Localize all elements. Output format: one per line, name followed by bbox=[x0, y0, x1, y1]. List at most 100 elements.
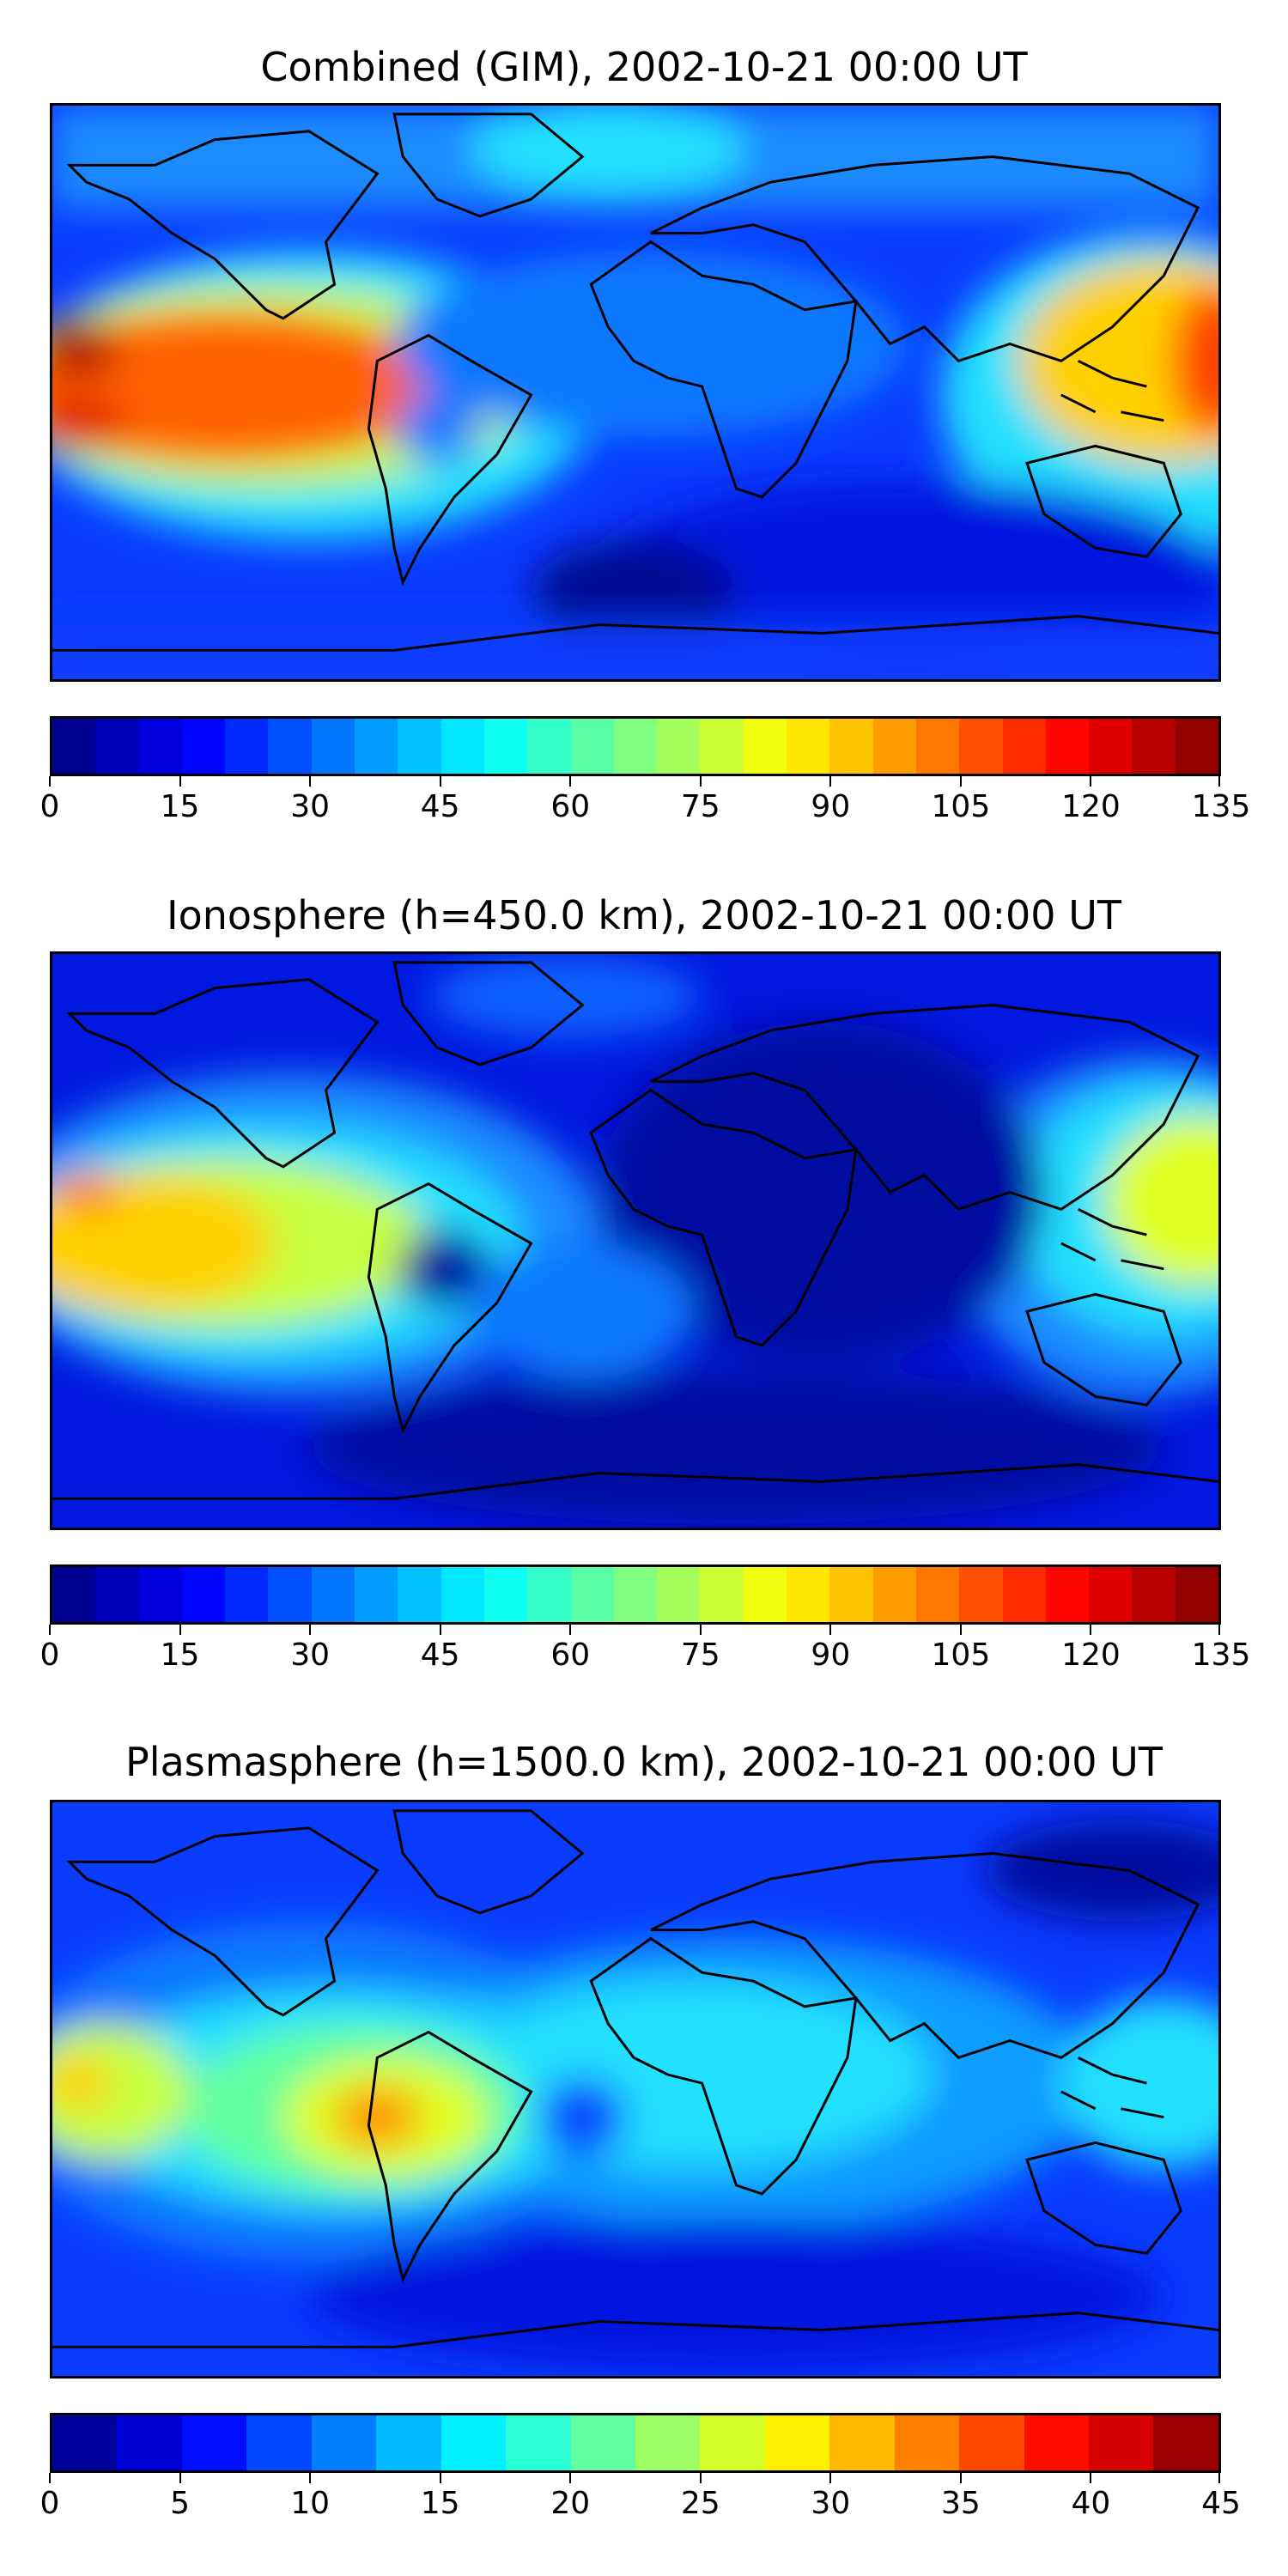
panel-1-colorbar-ticks: 0 15 30 45 60 75 90 105 120 135 bbox=[40, 776, 1250, 828]
colorbar-segment bbox=[398, 1567, 441, 1622]
colorbar-tick-mark bbox=[1090, 776, 1092, 787]
colorbar-segment bbox=[440, 2415, 507, 2470]
colorbar-segment bbox=[440, 719, 484, 774]
colorbar-tick-mark bbox=[439, 776, 441, 787]
colorbar-segment bbox=[570, 1567, 614, 1622]
colorbar-tick-mark bbox=[569, 1625, 572, 1635]
colorbar-tick-label: 10 bbox=[290, 2486, 331, 2521]
colorbar-segment bbox=[570, 2415, 635, 2470]
colorbar-tick-label: 90 bbox=[811, 789, 851, 824]
colorbar-segment bbox=[1045, 1567, 1090, 1622]
colorbar-tick-label: 15 bbox=[160, 1637, 200, 1673]
colorbar-segment bbox=[483, 1567, 528, 1622]
colorbar-tick-mark bbox=[179, 2473, 181, 2483]
colorbar-segment bbox=[915, 1567, 960, 1622]
colorbar-segment bbox=[181, 719, 226, 774]
colorbar-tick-mark bbox=[439, 2473, 441, 2483]
colorbar-segment bbox=[225, 1567, 269, 1622]
colorbar-segment bbox=[398, 719, 441, 774]
colorbar-tick-mark bbox=[959, 1625, 962, 1635]
colorbar-segment bbox=[1175, 1567, 1219, 1622]
colorbar-tick-label: 20 bbox=[550, 2486, 591, 2521]
colorbar-segment bbox=[1089, 719, 1133, 774]
colorbar-segment bbox=[181, 1567, 226, 1622]
colorbar-segment bbox=[311, 1567, 355, 1622]
colorbar-segment bbox=[117, 2415, 182, 2470]
colorbar-segment bbox=[700, 719, 744, 774]
colorbar-segment bbox=[246, 2415, 312, 2470]
colorbar-segment bbox=[613, 719, 658, 774]
colorbar-tick-label: 90 bbox=[811, 1637, 851, 1673]
colorbar-tick-mark bbox=[179, 776, 181, 787]
colorbar-segment bbox=[1089, 1567, 1133, 1622]
colorbar-segment bbox=[483, 719, 528, 774]
colorbar-segment bbox=[959, 1567, 1003, 1622]
colorbar-tick-mark bbox=[309, 2473, 312, 2483]
colorbar-segment bbox=[1132, 719, 1176, 774]
colorbar-segment bbox=[440, 1567, 484, 1622]
colorbar-segment bbox=[52, 719, 96, 774]
colorbar-tick-mark bbox=[959, 776, 962, 787]
colorbar-segment bbox=[635, 2415, 701, 2470]
panel-1-colorbar bbox=[50, 716, 1221, 776]
panel-2-map bbox=[50, 951, 1221, 1530]
colorbar-tick-label: 135 bbox=[1191, 789, 1251, 824]
colorbar-tick-label: 35 bbox=[940, 2486, 981, 2521]
colorbar-tick-mark bbox=[1090, 1625, 1092, 1635]
panel-2-map-graphic bbox=[52, 954, 1218, 1528]
colorbar-tick-label: 45 bbox=[1201, 2486, 1241, 2521]
colorbar-segment bbox=[138, 719, 182, 774]
panel-1-coastlines bbox=[52, 112, 1218, 652]
colorbar-segment bbox=[657, 719, 701, 774]
colorbar-tick-label: 75 bbox=[680, 1637, 720, 1673]
colorbar-tick-label: 15 bbox=[160, 789, 200, 824]
colorbar-tick-label: 120 bbox=[1061, 1637, 1121, 1673]
colorbar-tick-mark bbox=[309, 776, 312, 787]
colorbar-tick-mark bbox=[309, 1625, 312, 1635]
colorbar-tick-label: 105 bbox=[931, 789, 991, 824]
colorbar-segment bbox=[959, 2415, 1024, 2470]
colorbar-segment bbox=[872, 1567, 916, 1622]
colorbar-tick-label: 0 bbox=[39, 2486, 60, 2521]
colorbar-segment bbox=[376, 2415, 441, 2470]
colorbar-tick-label: 30 bbox=[811, 2486, 851, 2521]
colorbar-segment bbox=[506, 2415, 571, 2470]
colorbar-tick-mark bbox=[699, 1625, 702, 1635]
colorbar-segment bbox=[52, 1567, 96, 1622]
panel-1-title: Combined (GIM), 2002-10-21 00:00 UT bbox=[260, 44, 1028, 90]
colorbar-tick-mark bbox=[569, 776, 572, 787]
panel-3-colorbar-ticks: 0 5 10 15 20 25 30 35 40 45 bbox=[40, 2473, 1241, 2524]
colorbar-segment bbox=[268, 1567, 312, 1622]
colorbar-segment bbox=[959, 719, 1003, 774]
colorbar-tick-label: 0 bbox=[39, 789, 60, 824]
colorbar-segment bbox=[311, 719, 355, 774]
colorbar-tick-label: 25 bbox=[680, 2486, 720, 2521]
colorbar-tick-label: 105 bbox=[931, 1637, 991, 1673]
colorbar-segment bbox=[872, 719, 916, 774]
colorbar-segment bbox=[1024, 2415, 1089, 2470]
colorbar-tick-mark bbox=[829, 1625, 832, 1635]
colorbar-segment bbox=[181, 2415, 247, 2470]
colorbar-tick-label: 75 bbox=[680, 789, 720, 824]
panel-3-coastlines bbox=[52, 1809, 1218, 2348]
panel-1-map-graphic bbox=[52, 106, 1218, 679]
colorbar-tick-mark bbox=[49, 1625, 51, 1635]
colorbar-tick-mark bbox=[49, 2473, 51, 2483]
colorbar-segment bbox=[1175, 719, 1219, 774]
panel-2-colorbar-ticks: 0 15 30 45 60 75 90 105 120 135 bbox=[40, 1625, 1250, 1676]
colorbar-tick-label: 60 bbox=[550, 1637, 591, 1673]
colorbar-tick-mark bbox=[1090, 2473, 1092, 2483]
colorbar-segment bbox=[268, 719, 312, 774]
panel-3-colorbar bbox=[50, 2413, 1221, 2473]
panel-1-map bbox=[50, 103, 1221, 682]
colorbar-segment bbox=[700, 2415, 765, 2470]
colorbar-tick-mark bbox=[49, 776, 51, 787]
colorbar-segment bbox=[787, 1567, 830, 1622]
colorbar-tick-label: 60 bbox=[550, 789, 591, 824]
panel-3-map bbox=[50, 1800, 1221, 2379]
colorbar-segment bbox=[95, 1567, 139, 1622]
panel-3-title: Plasmasphere (h=1500.0 km), 2002-10-21 0… bbox=[125, 1739, 1163, 1785]
colorbar-segment bbox=[743, 719, 787, 774]
colorbar-segment bbox=[1002, 1567, 1046, 1622]
panel-3-map-graphic bbox=[52, 1802, 1218, 2376]
